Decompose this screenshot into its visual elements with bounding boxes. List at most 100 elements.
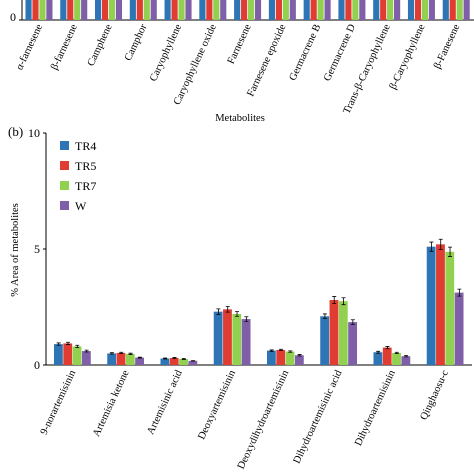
bar (135, 357, 145, 365)
bar (125, 353, 135, 365)
x-tick-label: Dihydroartemisinic acid (292, 368, 345, 466)
bar-stub (275, 0, 282, 20)
bar-stub (46, 0, 53, 20)
y-tick-label: 5 (34, 242, 40, 256)
bar-stub (39, 0, 46, 20)
bar-stub (234, 0, 241, 20)
panel-label: (b) (8, 124, 23, 139)
legend-swatch (60, 181, 69, 190)
bar-stub (359, 0, 366, 20)
x-tick-label: Caryophyllene (148, 22, 184, 83)
x-tick-label: β-Caryophyllene (388, 22, 428, 91)
legend-label: W (75, 199, 87, 213)
bar (160, 358, 170, 365)
legend-label: TR7 (75, 179, 96, 193)
bar-stub (268, 0, 276, 20)
bar-stub (178, 0, 185, 20)
error-bar (216, 308, 221, 315)
bar-stub (185, 0, 192, 20)
error-bar (385, 346, 390, 350)
bar-stub (199, 0, 206, 20)
bar (436, 244, 445, 365)
error-bar (56, 342, 61, 346)
bar-stub (206, 0, 213, 20)
bar-stub (220, 0, 227, 20)
bar (348, 322, 358, 365)
error-bar (235, 311, 240, 317)
bar-stub (60, 0, 67, 20)
legend-label: TR4 (75, 139, 96, 153)
error-bar (278, 348, 283, 352)
error-bar (172, 357, 177, 359)
error-bar (244, 316, 249, 322)
error-bar (109, 352, 114, 355)
bar (116, 352, 126, 365)
bar-stub (338, 0, 345, 20)
bar-stub (143, 0, 150, 20)
bar-stub (456, 0, 463, 20)
error-bar (322, 313, 327, 319)
error-bar (128, 352, 133, 355)
bar-stub (108, 0, 116, 20)
y-axis-title: % Area of metabolites (10, 203, 21, 297)
x-tick-label: Deoxyartemisinin (196, 368, 238, 442)
x-tick-label: Germacrene D (322, 22, 358, 83)
bar-stub (463, 0, 470, 20)
bar-stub (394, 0, 401, 20)
bar (285, 351, 295, 365)
bar (382, 347, 392, 365)
x-tick-label: β-farnesene (49, 22, 80, 71)
error-bar (448, 246, 453, 257)
bar-stub (380, 0, 387, 20)
error-bar (75, 344, 80, 348)
bar (81, 351, 91, 365)
x-tick-label: Artemisia ketone (91, 368, 132, 438)
x-tick-label: Camphene (86, 22, 115, 68)
bar-stub (282, 0, 289, 20)
bar (338, 301, 348, 365)
bar-stub (317, 0, 324, 20)
bar-stub (428, 0, 435, 20)
legend-swatch (60, 201, 69, 210)
bar (63, 343, 73, 365)
bar (72, 346, 82, 365)
bar (241, 319, 251, 365)
bar (107, 353, 117, 365)
x-tick-label: 9-norartemisinin (39, 368, 79, 437)
bar-stub (241, 0, 248, 20)
bar-stub (254, 0, 262, 20)
error-bar (163, 357, 168, 360)
x-axis-title: Metabolites (215, 113, 265, 124)
bar (179, 358, 188, 365)
bar-stub (171, 0, 178, 20)
bar (445, 251, 455, 365)
bar (223, 309, 232, 365)
bar-stub (373, 0, 380, 20)
bar (320, 316, 330, 365)
legend-swatch (60, 141, 69, 150)
x-tick-label: Artemisinic acid (145, 368, 185, 436)
error-bar (225, 306, 230, 313)
error-bar (457, 288, 462, 297)
bar (213, 311, 223, 365)
bar-stub (25, 0, 32, 20)
error-bar (438, 238, 443, 250)
bar (392, 352, 401, 365)
bar (294, 355, 304, 365)
bar (276, 349, 286, 365)
bar-stub (449, 0, 456, 20)
bar-stub (442, 0, 449, 20)
legend-swatch (60, 161, 69, 170)
x-tick-label: Farnesene epoxide (245, 22, 288, 98)
x-tick-label: α-farnesene (14, 22, 45, 72)
bar-stub (150, 0, 157, 20)
bar-stub (289, 0, 296, 20)
error-bar (297, 354, 302, 357)
x-tick-label: Deoxydihydroartemisinin (236, 368, 292, 471)
bar-stub (352, 0, 359, 20)
bar-stub (421, 0, 428, 20)
bar-stub (164, 0, 171, 20)
y-tick-label: 10 (28, 126, 40, 140)
bar-stub (32, 0, 39, 20)
